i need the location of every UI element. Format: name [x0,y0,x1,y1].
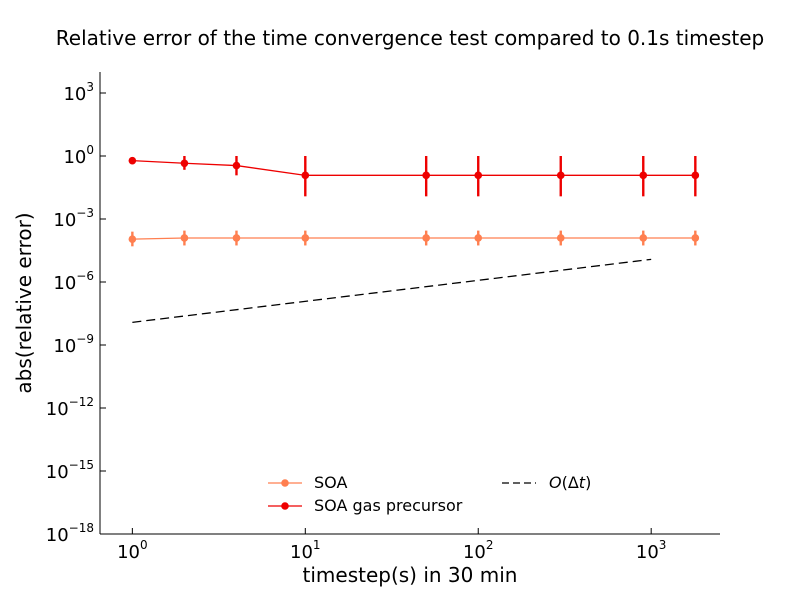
x-tick-label: 101 [290,538,321,563]
y-tick-label-exp: −12 [69,395,94,409]
x-tick-label-base: 10 [636,542,659,563]
data-point-soa [422,234,430,242]
data-point-soa [128,235,137,243]
plot-series [128,156,700,323]
y-tick-label-exp: 0 [86,143,94,157]
data-point-soa-gas-precursor [422,171,430,180]
y-tick-label-exp: −15 [69,458,94,472]
y-tick-label: 103 [63,80,94,105]
x-tick-label-exp: 1 [313,538,321,552]
series-line-soa [132,237,696,240]
x-tick-label: 102 [463,538,494,563]
legend-soa-marker [281,479,289,487]
series-soa [128,230,700,247]
y-tick-label: 100 [63,143,94,168]
y-tick-label: 10−18 [46,521,94,546]
series-line-order-reference [132,258,652,323]
y-tick-label-base: 10 [53,210,76,231]
data-point-soa-gas-precursor [556,171,565,180]
legend-order-o: O [549,473,562,492]
data-point-soa [474,234,483,242]
x-axis-label: timestep(s) in 30 min [303,563,518,587]
data-point-soa [639,234,648,242]
series-soa-gas-precursor [128,156,700,197]
y-tick-label-exp: −3 [76,206,94,220]
series-order-reference [132,258,652,323]
y-tick-label-base: 10 [46,525,69,546]
data-point-soa-gas-precursor [128,156,137,165]
x-tick-label-base: 10 [117,542,140,563]
legend-entry-soa-gas: SOA gas precursor [268,496,463,515]
x-tick-label-exp: 2 [486,538,494,552]
data-point-soa [232,234,241,242]
y-axis-label: abs(relative error) [12,212,36,393]
y-tick-label: 10−15 [46,458,94,483]
x-tick-label: 100 [117,538,148,563]
x-ticks: 100 101 102 103 [117,528,666,563]
legend-soa-label: SOA [314,473,347,492]
data-point-soa [691,234,700,242]
y-tick-label-base: 10 [53,273,76,294]
x-tick-label-base: 10 [463,542,486,563]
legend-order-t: t [579,473,586,492]
y-tick-label-base: 10 [63,147,86,168]
y-tick-label-base: 10 [53,336,76,357]
axes [99,72,720,535]
legend: SOA SOA gas precursor O(Δt) [268,473,591,515]
x-tick-label-base: 10 [290,542,313,563]
y-tick-label: 10−9 [53,332,94,357]
y-tick-label: 10−12 [46,395,94,420]
y-tick-label-exp: 3 [86,80,94,94]
data-point-soa-gas-precursor [691,171,700,180]
legend-entry-soa: SOA [268,473,347,492]
data-point-soa-gas-precursor [232,161,241,170]
x-tick-label-exp: 3 [659,538,667,552]
legend-order-delta: (Δ [562,473,579,492]
data-point-soa-gas-precursor [301,171,310,180]
data-point-soa-gas-precursor [474,171,483,180]
y-tick-label-base: 10 [46,399,69,420]
series-line-soa-gas-precursor [132,160,696,176]
legend-entry-order: O(Δt) [502,473,591,492]
x-tick-label: 103 [636,538,667,563]
legend-soa-gas-marker [281,502,289,510]
y-tick-label-exp: −6 [76,269,94,283]
y-tick-label-exp: −18 [69,521,94,535]
data-point-soa [180,234,189,242]
x-tick-label-exp: 0 [140,538,148,552]
y-tick-label: 10−6 [53,269,94,294]
chart-title: Relative error of the time convergence t… [56,26,764,50]
legend-soa-gas-label: SOA gas precursor [314,496,463,515]
data-point-soa-gas-precursor [180,159,189,168]
y-tick-label: 10−3 [53,206,94,231]
y-tick-label-base: 10 [63,84,86,105]
y-tick-label-base: 10 [46,462,69,483]
data-point-soa [556,234,565,242]
data-point-soa [301,234,310,242]
data-point-soa-gas-precursor [639,171,648,180]
legend-order-label: O(Δt) [549,473,591,492]
legend-order-close: ) [585,473,591,492]
y-tick-label-exp: −9 [76,332,94,346]
